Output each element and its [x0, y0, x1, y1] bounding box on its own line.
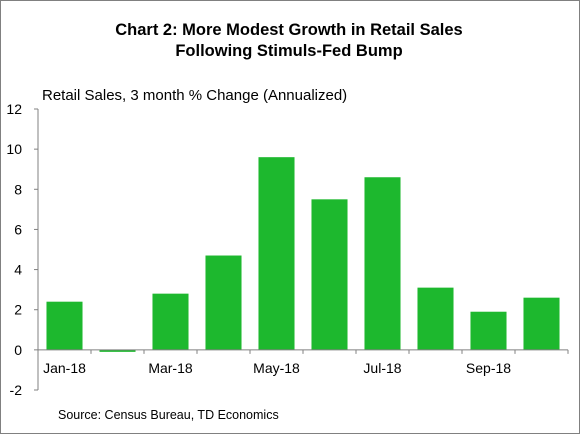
y-tick-label: 4 — [14, 262, 22, 278]
x-tick-label: Sep-18 — [466, 360, 511, 376]
x-tick-label: Mar-18 — [148, 360, 193, 376]
bar-sep-18 — [470, 311, 507, 350]
chart-title-line2: Following Stimuls-Fed Bump — [175, 42, 403, 60]
bar-apr-18 — [205, 255, 242, 350]
bar-oct-18 — [523, 297, 560, 350]
y-tick-label: -2 — [10, 382, 23, 398]
source-note: Source: Census Bureau, TD Economics — [58, 408, 279, 422]
y-tick-label: 12 — [6, 101, 22, 117]
bar-may-18 — [258, 157, 295, 350]
chart-title: Chart 2: More Modest Growth in Retail Sa… — [0, 20, 578, 62]
y-axis-label: Retail Sales, 3 month % Change (Annualiz… — [42, 87, 348, 104]
x-tick-label: Jan-18 — [43, 360, 86, 376]
bar-jan-18 — [46, 301, 83, 350]
bar-jun-18 — [311, 199, 348, 350]
bar-jul-18 — [364, 177, 401, 350]
y-tick-label: 6 — [14, 221, 22, 237]
x-tick-label: Jul-18 — [363, 360, 401, 376]
y-tick-label: 2 — [14, 302, 22, 318]
y-tick-label: 0 — [14, 342, 22, 358]
x-tick-label: May-18 — [253, 360, 300, 376]
bar-aug-18 — [417, 287, 454, 350]
y-tick-label: 10 — [6, 141, 22, 157]
bar-feb-18 — [99, 349, 136, 352]
bar-mar-18 — [152, 293, 189, 350]
y-tick-label: 8 — [14, 181, 22, 197]
chart-title-line1: Chart 2: More Modest Growth in Retail Sa… — [115, 21, 463, 39]
